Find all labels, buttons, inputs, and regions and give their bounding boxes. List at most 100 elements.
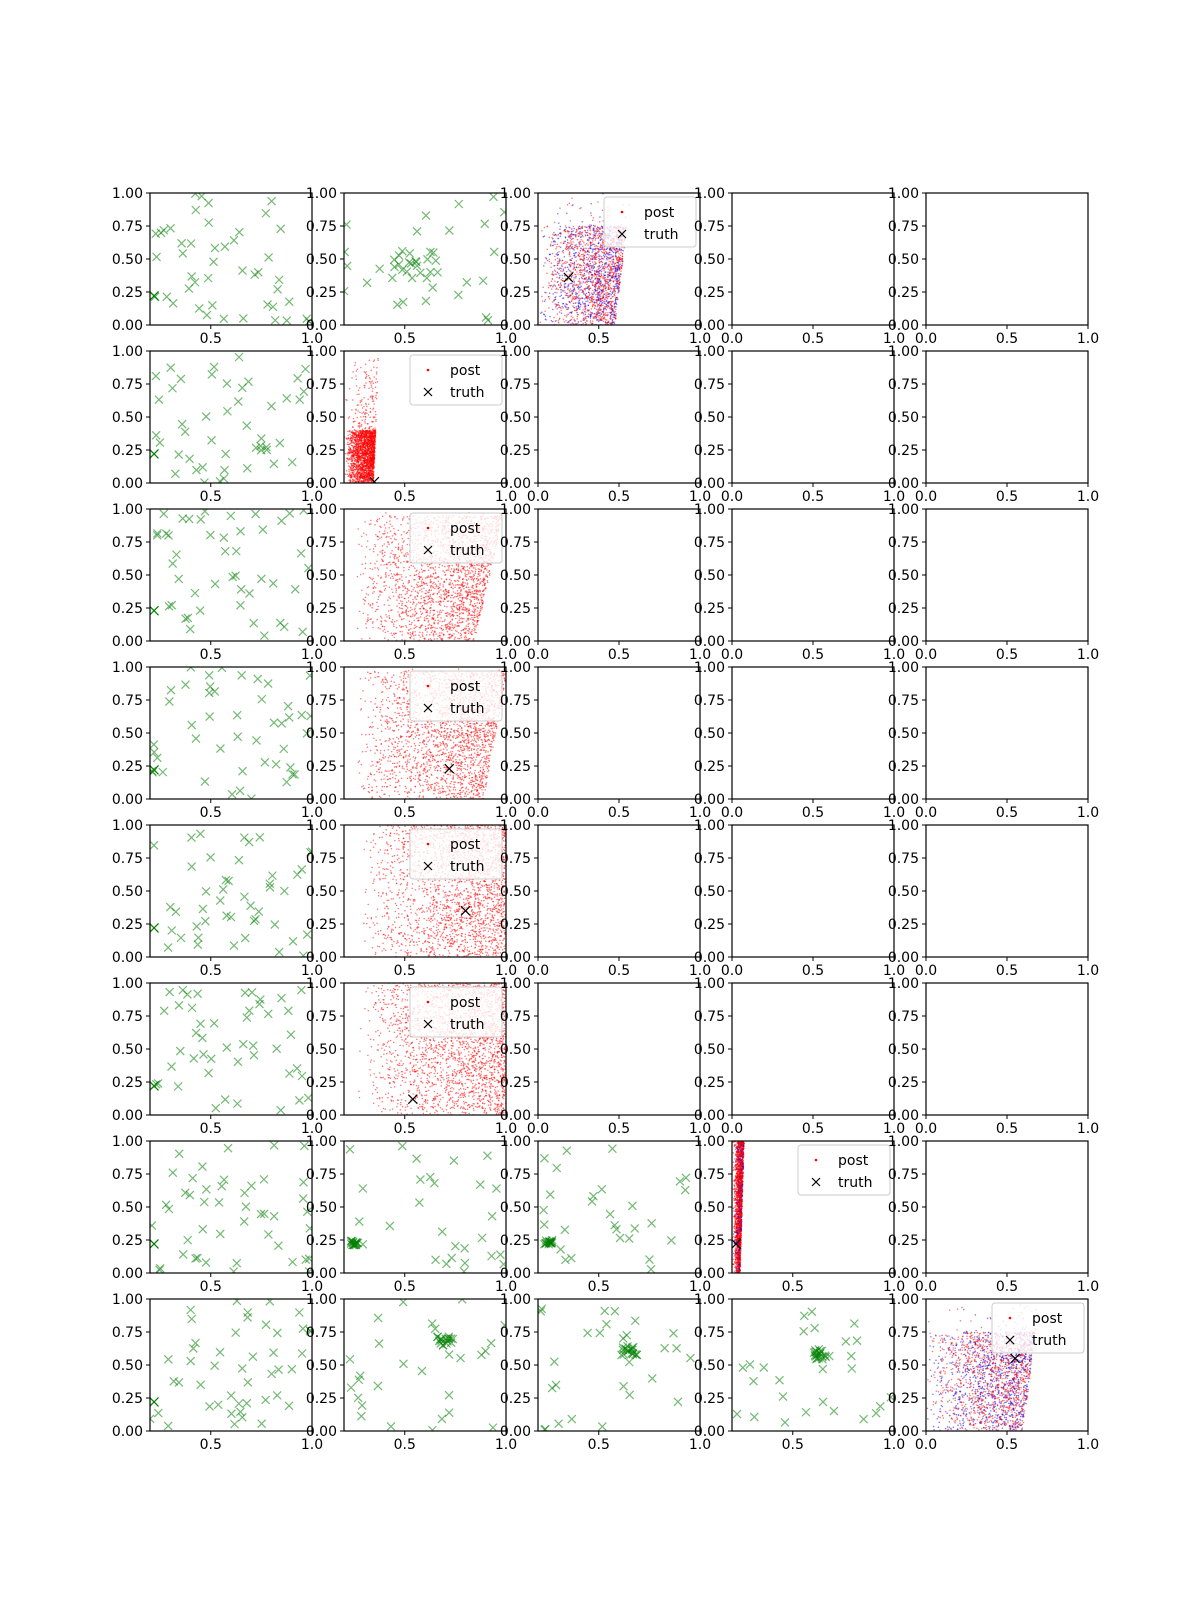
posterior-sample bbox=[569, 265, 572, 268]
posterior-sample bbox=[616, 250, 618, 252]
posterior-sample bbox=[368, 475, 370, 478]
posterior-sample bbox=[375, 418, 377, 421]
posterior-sample bbox=[361, 467, 364, 470]
posterior-sample bbox=[559, 306, 561, 308]
posterior-sample bbox=[613, 277, 616, 279]
posterior-sample bbox=[570, 323, 572, 325]
x-tick-label: 0.5 bbox=[588, 331, 610, 347]
posterior-sample bbox=[554, 303, 556, 305]
posterior-sample bbox=[360, 424, 363, 426]
sample-point bbox=[275, 618, 285, 628]
posterior-sample bbox=[367, 456, 369, 459]
posterior-sample bbox=[345, 460, 348, 462]
posterior-sample bbox=[589, 320, 592, 322]
posterior-sample bbox=[359, 399, 362, 402]
posterior-sample bbox=[565, 294, 567, 297]
posterior-sample bbox=[555, 304, 558, 307]
posterior-sample bbox=[550, 280, 553, 282]
sample-point bbox=[462, 277, 472, 287]
posterior-sample bbox=[619, 263, 621, 266]
posterior-sample bbox=[599, 297, 602, 300]
posterior-sample bbox=[579, 232, 582, 234]
sample-point bbox=[301, 364, 310, 374]
sample-point bbox=[274, 275, 284, 285]
posterior-sample bbox=[554, 270, 557, 272]
posterior-sample bbox=[588, 256, 591, 258]
posterior-sample bbox=[610, 293, 612, 296]
plot-area bbox=[344, 193, 506, 325]
posterior-sample bbox=[355, 454, 357, 456]
posterior-sample bbox=[413, 627, 415, 630]
posterior-sample bbox=[594, 252, 596, 255]
posterior-sample bbox=[350, 470, 352, 472]
posterior-sample bbox=[360, 473, 362, 476]
posterior-sample bbox=[572, 237, 574, 240]
posterior-sample bbox=[582, 259, 585, 261]
posterior-sample bbox=[576, 247, 578, 250]
posterior-sample bbox=[586, 281, 589, 283]
posterior-sample bbox=[592, 317, 595, 320]
posterior-sample bbox=[563, 285, 566, 287]
posterior-sample bbox=[594, 286, 597, 289]
posterior-sample bbox=[571, 204, 573, 207]
posterior-sample bbox=[367, 479, 370, 482]
x-tick-label: 0.5 bbox=[200, 489, 222, 505]
posterior-sample bbox=[617, 285, 619, 288]
posterior-sample bbox=[372, 435, 375, 437]
posterior-sample bbox=[444, 565, 446, 568]
posterior-sample bbox=[577, 273, 579, 275]
posterior-sample bbox=[595, 308, 598, 311]
posterior-sample bbox=[590, 298, 593, 301]
y-tick-label: 0.25 bbox=[112, 601, 143, 617]
posterior-sample bbox=[564, 240, 567, 243]
posterior-sample bbox=[374, 396, 377, 399]
posterior-sample bbox=[370, 469, 372, 471]
y-tick-label: 0.25 bbox=[306, 285, 337, 301]
posterior-sample bbox=[369, 452, 371, 455]
posterior-sample bbox=[620, 258, 622, 261]
posterior-sample bbox=[592, 281, 595, 283]
posterior-sample bbox=[365, 435, 367, 438]
posterior-sample bbox=[615, 282, 618, 285]
posterior-sample bbox=[582, 322, 584, 325]
legend-post-label: post bbox=[644, 205, 675, 221]
posterior-sample bbox=[618, 264, 621, 267]
posterior-sample bbox=[579, 281, 581, 283]
sample-point bbox=[296, 548, 306, 558]
posterior-sample bbox=[567, 284, 570, 286]
posterior-sample bbox=[599, 315, 602, 318]
posterior-sample bbox=[358, 387, 361, 389]
posterior-sample bbox=[370, 384, 373, 386]
posterior-sample bbox=[565, 226, 568, 229]
posterior-sample bbox=[604, 284, 606, 287]
posterior-sample bbox=[373, 443, 375, 445]
posterior-sample bbox=[595, 232, 597, 235]
posterior-sample bbox=[584, 305, 587, 308]
posterior-sample bbox=[618, 274, 621, 276]
posterior-sample bbox=[584, 321, 587, 324]
sample-point bbox=[387, 273, 397, 283]
posterior-sample bbox=[582, 236, 584, 238]
posterior-sample bbox=[608, 307, 611, 309]
posterior-sample bbox=[365, 408, 367, 411]
posterior-sample bbox=[359, 401, 362, 404]
posterior-sample bbox=[562, 297, 564, 300]
y-tick-label: 0.25 bbox=[694, 443, 725, 459]
posterior-sample bbox=[571, 300, 573, 302]
posterior-sample bbox=[407, 589, 409, 591]
posterior-sample bbox=[360, 457, 363, 459]
posterior-sample bbox=[559, 270, 562, 272]
posterior-sample bbox=[600, 308, 603, 311]
posterior-sample bbox=[611, 313, 613, 316]
posterior-sample bbox=[604, 278, 606, 280]
posterior-sample bbox=[560, 232, 562, 234]
posterior-sample bbox=[375, 391, 378, 394]
posterior-sample bbox=[362, 443, 364, 445]
posterior-sample bbox=[553, 240, 555, 243]
posterior-sample bbox=[349, 442, 352, 445]
posterior-sample bbox=[354, 364, 356, 367]
posterior-sample bbox=[539, 312, 542, 314]
posterior-sample bbox=[608, 302, 611, 304]
